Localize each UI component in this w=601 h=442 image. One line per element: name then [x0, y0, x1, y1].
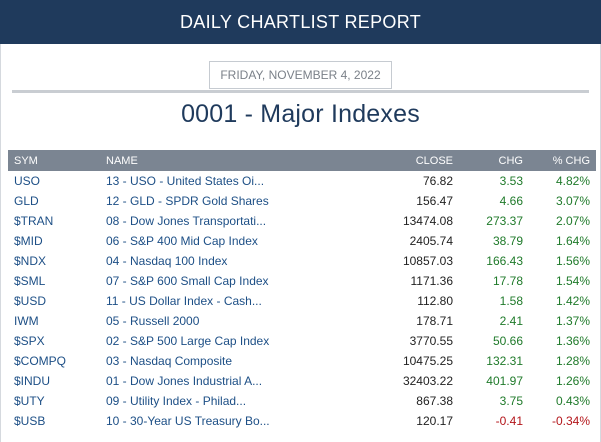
name-link[interactable]: 02 - S&P 500 Large Cap Index: [106, 334, 270, 348]
report-header: DAILY CHARTLIST REPORT: [0, 0, 601, 44]
name-link[interactable]: 11 - US Dollar Index - Cash...: [106, 294, 262, 308]
close-value: 156.47: [416, 194, 453, 208]
change-value: 273.37: [486, 214, 523, 228]
symbol-link[interactable]: USO: [14, 174, 41, 188]
table-row[interactable]: IWM 05 - Russell 2000 178.71 2.41 1.37%: [8, 311, 596, 331]
col-header-chg[interactable]: CHG: [459, 150, 529, 171]
close-value: 10857.03: [402, 254, 453, 268]
change-value: 166.43: [486, 254, 523, 268]
percent-change-value: 1.37%: [555, 314, 590, 328]
col-header-name[interactable]: NAME: [100, 150, 382, 171]
percent-change-value: 1.28%: [555, 354, 590, 368]
name-link[interactable]: 01 - Dow Jones Industrial A...: [106, 374, 263, 388]
table-row[interactable]: $SML 07 - S&P 600 Small Cap Index 1171.36 1…: [8, 271, 596, 291]
table-row[interactable]: $SPX 02 - S&P 500 Large Cap Index 3770.55 5…: [8, 331, 596, 351]
change-value: 17.78: [492, 274, 523, 288]
name-link[interactable]: 05 - Russell 2000: [106, 314, 200, 328]
table-row[interactable]: $TRAN 08 - Dow Jones Transportati... 13474…: [8, 211, 596, 231]
name-link[interactable]: 06 - S&P 400 Mid Cap Index: [106, 234, 258, 248]
symbol-link[interactable]: $COMPQ: [14, 354, 67, 368]
percent-change-value: 4.82%: [555, 174, 590, 188]
change-value: 50.66: [492, 334, 523, 348]
symbol-link[interactable]: $NDX: [14, 254, 47, 268]
change-value: 1.58: [499, 294, 523, 308]
table-row[interactable]: $USB 10 - 30-Year US Treasury Bo... 120.17…: [8, 411, 596, 431]
change-value: 38.79: [492, 234, 523, 248]
percent-change-value: 2.07%: [555, 214, 590, 228]
name-link[interactable]: 08 - Dow Jones Transportati...: [106, 214, 267, 228]
close-value: 32403.22: [402, 374, 453, 388]
name-link[interactable]: 13 - USO - United States Oi...: [106, 174, 265, 188]
table-row[interactable]: $COMPQ 03 - Nasdaq Composite 10475.25 132.3…: [8, 351, 596, 371]
chartlist-title: 0001 - Major Indexes: [181, 100, 420, 128]
chartlist-table-container: SYM NAME CLOSE CHG % CHG USO 13 - USO - U…: [8, 150, 596, 431]
table-row[interactable]: $INDU 01 - Dow Jones Industrial A... 32403…: [8, 371, 596, 391]
symbol-link[interactable]: $TRAN: [14, 214, 54, 228]
table-row[interactable]: USO 13 - USO - United States Oi... 76.82 3.…: [8, 171, 596, 191]
col-header-close[interactable]: CLOSE: [382, 150, 459, 171]
change-value: 132.31: [486, 354, 523, 368]
symbol-link[interactable]: GLD: [14, 194, 39, 208]
percent-change-value: 1.36%: [555, 334, 590, 348]
chartlist-table: SYM NAME CLOSE CHG % CHG USO 13 - USO - U…: [8, 150, 596, 431]
table-row[interactable]: $USD 11 - US Dollar Index - Cash... 112.80…: [8, 291, 596, 311]
name-link[interactable]: 04 - Nasdaq 100 Index: [106, 254, 228, 268]
col-header-pct-chg[interactable]: % CHG: [529, 150, 596, 171]
symbol-link[interactable]: $SPX: [14, 334, 45, 348]
close-value: 76.82: [422, 174, 453, 188]
divider: [12, 90, 589, 93]
percent-change-value: 0.43%: [555, 394, 590, 408]
close-value: 13474.08: [402, 214, 453, 228]
report-date: FRIDAY, NOVEMBER 4, 2022: [209, 61, 392, 89]
close-value: 10475.25: [402, 354, 453, 368]
change-value: -0.41: [495, 414, 523, 428]
percent-change-value: 1.54%: [555, 274, 590, 288]
percent-change-value: 1.26%: [555, 374, 590, 388]
change-value: 4.66: [499, 194, 523, 208]
name-link[interactable]: 03 - Nasdaq Composite: [106, 354, 233, 368]
change-value: 2.41: [499, 314, 523, 328]
change-value: 401.97: [486, 374, 523, 388]
name-link[interactable]: 07 - S&P 600 Small Cap Index: [106, 274, 269, 288]
close-value: 867.38: [416, 394, 453, 408]
table-row[interactable]: GLD 12 - GLD - SPDR Gold Shares 156.47 4.66…: [8, 191, 596, 211]
table-row[interactable]: $UTY 09 - Utility Index - Philad... 867.38…: [8, 391, 596, 411]
symbol-link[interactable]: $MID: [14, 234, 43, 248]
name-link[interactable]: 10 - 30-Year US Treasury Bo...: [106, 414, 270, 428]
symbol-link[interactable]: $INDU: [14, 374, 51, 388]
close-value: 3770.55: [409, 334, 453, 348]
symbol-link[interactable]: IWM: [14, 314, 39, 328]
close-value: 112.80: [417, 294, 453, 308]
symbol-link[interactable]: $USB: [14, 414, 46, 428]
close-value: 178.71: [416, 314, 453, 328]
change-value: 3.53: [499, 174, 523, 188]
percent-change-value: 3.07%: [555, 194, 590, 208]
symbol-link[interactable]: $UTY: [14, 394, 45, 408]
percent-change-value: 1.42%: [555, 294, 590, 308]
close-value: 120.17: [416, 414, 453, 428]
percent-change-value: 1.56%: [555, 254, 590, 268]
name-link[interactable]: 12 - GLD - SPDR Gold Shares: [106, 194, 269, 208]
table-row[interactable]: $NDX 04 - Nasdaq 100 Index 10857.03 166.43 1…: [8, 251, 596, 271]
symbol-link[interactable]: $USD: [14, 294, 47, 308]
symbol-link[interactable]: $SML: [14, 274, 46, 288]
close-value: 2405.74: [409, 234, 453, 248]
percent-change-value: 1.64%: [555, 234, 590, 248]
col-header-sym[interactable]: SYM: [8, 150, 100, 171]
name-link[interactable]: 09 - Utility Index - Philad...: [106, 394, 247, 408]
percent-change-value: -0.34%: [551, 414, 590, 428]
close-value: 1171.36: [410, 274, 454, 288]
date-container: FRIDAY, NOVEMBER 4, 2022: [1, 61, 600, 89]
table-row[interactable]: $MID 06 - S&P 400 Mid Cap Index 2405.74 38.…: [8, 231, 596, 251]
change-value: 3.75: [499, 394, 523, 408]
table-header-row: SYM NAME CLOSE CHG % CHG: [8, 150, 596, 171]
